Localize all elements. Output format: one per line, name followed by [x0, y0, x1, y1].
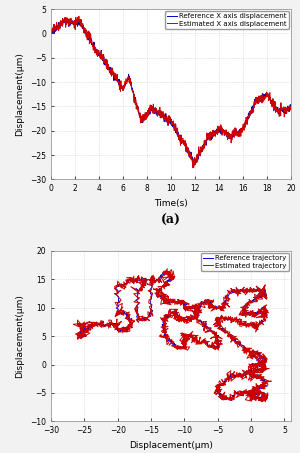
Estimated X axis displacement: [49, 27, 53, 33]
Reference X axis displacement: [237, 131, 240, 137]
Reference X axis displacement: [214, 128, 218, 133]
X-axis label: Time(s): Time(s): [154, 199, 188, 208]
X-axis label: Displacement(μm): Displacement(μm): [129, 441, 213, 450]
Estimated trajectory: [251, 349, 255, 355]
Reference trajectory: [261, 289, 265, 295]
Estimated trajectory: [232, 317, 236, 322]
Reference trajectory: [262, 395, 266, 401]
Estimated X axis displacement: [241, 126, 245, 132]
Estimated X axis displacement: [289, 106, 293, 112]
Reference X axis displacement: [194, 161, 197, 167]
Reference X axis displacement: [49, 30, 53, 35]
Reference trajectory: [210, 344, 214, 350]
Estimated X axis displacement: [77, 14, 81, 19]
Legend: Reference X axis displacement, Estimated X axis displacement: Reference X axis displacement, Estimated…: [165, 11, 289, 29]
Estimated X axis displacement: [155, 107, 159, 113]
Estimated X axis displacement: [214, 129, 218, 135]
Estimated trajectory: [95, 319, 98, 325]
Legend: Reference trajectory, Estimated trajectory: Reference trajectory, Estimated trajecto…: [201, 253, 289, 270]
Reference X axis displacement: [146, 110, 150, 115]
Estimated trajectory: [194, 309, 197, 314]
Reference X axis displacement: [76, 16, 80, 22]
Reference trajectory: [76, 322, 80, 327]
Reference X axis displacement: [155, 109, 159, 115]
Reference X axis displacement: [74, 21, 77, 26]
Estimated trajectory: [166, 266, 169, 271]
Estimated trajectory: [258, 290, 262, 296]
Reference X axis displacement: [241, 126, 245, 132]
Reference X axis displacement: [289, 104, 293, 109]
Reference trajectory: [251, 351, 254, 356]
Estimated X axis displacement: [146, 112, 150, 117]
Line: Estimated X axis displacement: Estimated X axis displacement: [51, 16, 291, 168]
Line: Reference trajectory: Reference trajectory: [77, 272, 267, 400]
Estimated trajectory: [211, 344, 214, 349]
Reference trajectory: [197, 309, 200, 314]
Y-axis label: Displacement(μm): Displacement(μm): [16, 52, 25, 136]
Text: (a): (a): [161, 213, 181, 226]
Reference trajectory: [231, 317, 235, 323]
Estimated X axis displacement: [191, 165, 195, 170]
Estimated trajectory: [266, 393, 270, 399]
Estimated X axis displacement: [237, 130, 240, 136]
Y-axis label: Displacement(μm): Displacement(μm): [16, 294, 25, 378]
Line: Estimated trajectory: Estimated trajectory: [73, 269, 271, 402]
Estimated trajectory: [80, 323, 84, 328]
Reference trajectory: [94, 322, 98, 328]
Estimated X axis displacement: [74, 14, 77, 20]
Reference trajectory: [262, 397, 266, 403]
Estimated trajectory: [260, 399, 263, 405]
Line: Reference X axis displacement: Reference X axis displacement: [51, 19, 291, 164]
Reference trajectory: [162, 269, 166, 275]
